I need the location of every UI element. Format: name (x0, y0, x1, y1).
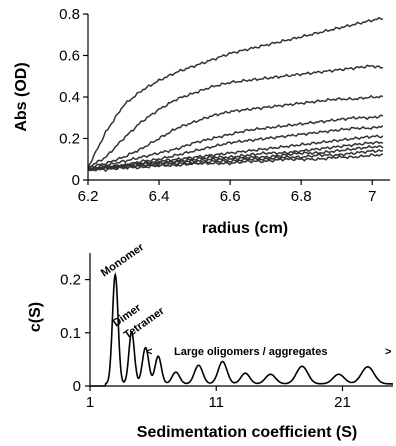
top-x-ticks: 6.2 6.4 6.6 6.8 7 (78, 180, 376, 205)
top-y-tick-label: 0.8 (59, 6, 80, 23)
bottom-x-tick-label: 1 (86, 394, 94, 411)
cs-distribution-line (90, 272, 393, 387)
top-x-tick-label: 6.2 (78, 188, 99, 205)
bottom-y-axis-label: c(S) (27, 302, 44, 332)
top-y-tick-label: 0.4 (59, 89, 80, 106)
aggregates-right-marker: > (385, 346, 391, 358)
aggregates-left-marker: < (146, 346, 152, 358)
monomer-annotation: Monomer (99, 241, 147, 280)
bottom-y-tick-label: 0 (73, 378, 81, 395)
top-x-tick-label: 6.8 (291, 188, 312, 205)
absorbance-scan-7 (87, 140, 384, 172)
bottom-y-tick-label: 0.2 (60, 272, 81, 289)
top-y-axis-label: Abs (OD) (13, 62, 30, 131)
bottom-y-ticks: 0 0.1 0.2 (60, 272, 90, 395)
top-x-tick-label: 7 (368, 188, 376, 205)
absorbance-scan-2 (87, 64, 384, 168)
top-x-axis-label: radius (cm) (202, 220, 288, 237)
bottom-x-ticks: 1 11 21 (86, 386, 351, 411)
absorbance-scan-9 (87, 148, 384, 171)
absorbance-chart: 0 0.2 0.4 0.6 0.8 6.2 6.4 6.6 6.8 7 Abs (OD) rad… (13, 6, 390, 237)
top-x-tick-label: 6.6 (220, 188, 241, 205)
absorbance-scan-10 (87, 153, 384, 173)
bottom-x-tick-label: 21 (334, 394, 351, 411)
bottom-x-tick-label: 11 (208, 394, 224, 411)
absorbance-scan-3 (87, 94, 384, 169)
top-x-tick-label: 6.4 (149, 188, 170, 205)
bottom-y-tick-label: 0.1 (60, 325, 81, 342)
absorbance-scan-4 (87, 114, 384, 171)
top-y-tick-label: 0.6 (59, 48, 80, 65)
aggregates-annotation: Large oligomers / aggregates (174, 346, 327, 358)
absorbance-scan-1 (87, 16, 383, 168)
top-y-tick-label: 0.2 (59, 131, 80, 148)
top-y-tick-label: 0 (72, 172, 80, 189)
absorbance-series-group (87, 16, 384, 173)
absorbance-scan-5 (87, 125, 384, 171)
top-y-ticks: 0 0.2 0.4 0.6 0.8 (59, 6, 88, 189)
bottom-x-axis-label: Sedimentation coefficient (S) (137, 424, 357, 441)
sedimentation-chart: 00.10.2 1 11 21 c(S) Sedimentation coeffic… (27, 241, 393, 441)
